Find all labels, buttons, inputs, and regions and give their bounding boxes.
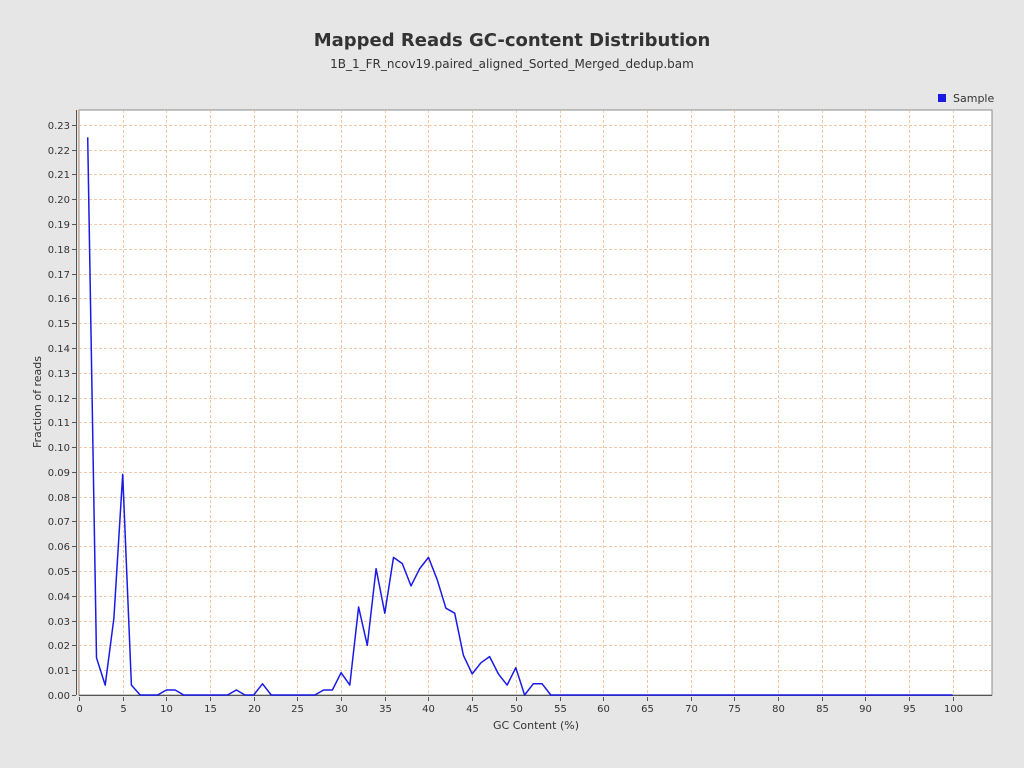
x-tick-label: 35 (379, 704, 392, 715)
y-tick-label: 0.23 (48, 121, 70, 132)
y-tick-label: 0.14 (48, 344, 70, 355)
x-tick-label: 40 (422, 704, 435, 715)
x-tick-label: 80 (772, 704, 785, 715)
x-axis-label: GC Content (%) (493, 719, 579, 732)
x-tick-label: 5 (120, 704, 126, 715)
y-axis-label: Fraction of reads (31, 356, 44, 448)
x-tick-label: 55 (554, 704, 567, 715)
y-tick-label: 0.09 (48, 468, 70, 479)
x-tick-label: 30 (335, 704, 348, 715)
legend-label: Sample (953, 92, 994, 105)
grid (79, 110, 992, 695)
y-tick-label: 0.22 (48, 146, 70, 157)
x-tick-label: 45 (466, 704, 479, 715)
y-tick-label: 0.01 (48, 666, 70, 677)
y-tick-label: 0.03 (48, 617, 70, 628)
legend: Sample (938, 92, 994, 105)
x-tick-label: 90 (859, 704, 872, 715)
y-tick-label: 0.07 (48, 517, 70, 528)
x-tick-label: 50 (510, 704, 523, 715)
legend-swatch (938, 94, 946, 102)
y-tick-label: 0.16 (48, 294, 70, 305)
x-tick-label: 100 (944, 704, 963, 715)
chart-subtitle: 1B_1_FR_ncov19.paired_aligned_Sorted_Mer… (330, 57, 694, 71)
y-tick-label: 0.04 (48, 592, 70, 603)
y-tick-label: 0.02 (48, 641, 70, 652)
ticks: 0 5 10 15 20 25 30 35 40 45 50 55 60 65 70 75 80 85 90 95 10… (48, 121, 963, 715)
x-tick-label: 15 (204, 704, 217, 715)
x-tick-label: 25 (291, 704, 304, 715)
y-tick-label: 0.20 (48, 195, 70, 206)
x-tick-label: 85 (816, 704, 829, 715)
y-tick-label: 0.19 (48, 220, 70, 231)
x-tick-label: 65 (641, 704, 654, 715)
plot-area (78, 109, 993, 696)
y-tick-label: 0.17 (48, 270, 70, 281)
x-tick-label: 60 (597, 704, 610, 715)
series-layer (86, 137, 953, 696)
series-line-sample (86, 137, 953, 696)
y-tick-label: 0.10 (48, 443, 70, 454)
y-tick-label: 0.15 (48, 319, 70, 330)
y-tick-label: 0.05 (48, 567, 70, 578)
x-tick-label: 70 (685, 704, 698, 715)
y-tick-label: 0.00 (48, 691, 70, 702)
x-tick-label: 75 (728, 704, 741, 715)
x-tick-label: 20 (248, 704, 261, 715)
y-tick-label: 0.11 (48, 418, 70, 429)
y-tick-label: 0.21 (48, 170, 70, 181)
y-tick-label: 0.12 (48, 394, 70, 405)
y-tick-label: 0.13 (48, 369, 70, 380)
y-tick-label: 0.06 (48, 542, 70, 553)
chart-title: Mapped Reads GC-content Distribution (313, 30, 711, 51)
x-tick-label: 95 (903, 704, 916, 715)
y-tick-label: 0.08 (48, 493, 70, 504)
x-tick-label: 10 (160, 704, 173, 715)
x-tick-label: 0 (76, 704, 82, 715)
y-tick-label: 0.18 (48, 245, 70, 256)
